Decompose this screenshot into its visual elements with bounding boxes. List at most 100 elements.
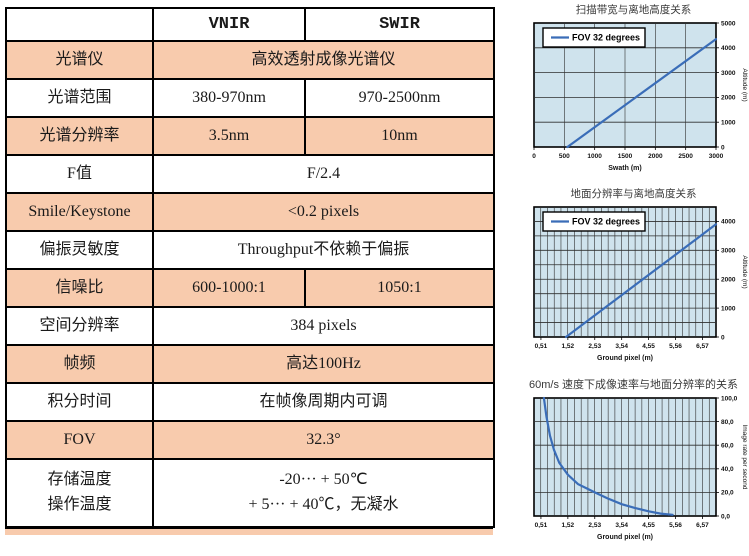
value-text: 高达100Hz bbox=[286, 354, 361, 372]
chart-canvas: 0,51 1,52 2,53 3,54 4,55 5,56 6,57 0 1000 2000 300… bbox=[533, 206, 748, 362]
chart-title: 扫描带宽与离地高度关系 bbox=[575, 4, 692, 16]
y-tick-label: 40,0 bbox=[721, 466, 734, 473]
row-label: 光谱范围 bbox=[47, 88, 112, 106]
row-label-cell: 光谱范围 bbox=[5, 78, 154, 118]
value-cell: 600-1000:1 bbox=[152, 268, 306, 308]
x-tick-label: 6,57 bbox=[696, 522, 709, 529]
row-label: 存储温度 bbox=[47, 471, 112, 489]
y-tick-label: 2000 bbox=[721, 277, 736, 284]
row-label: 光谱仪 bbox=[55, 50, 104, 68]
table-row: 光谱分辨率 3.5nm 10nm bbox=[5, 116, 495, 156]
value-cell: 高达100Hz bbox=[152, 344, 495, 384]
value-cell: -20··· + 50℃ + 5··· + 40℃，无凝水 bbox=[152, 458, 495, 528]
value-cell: 970-2500nm bbox=[304, 78, 495, 118]
x-axis-label: Swath (m) bbox=[608, 165, 641, 172]
legend-label: FOV 32 degrees bbox=[572, 217, 640, 227]
value-cell: F/2.4 bbox=[152, 154, 495, 194]
row-label: FOV bbox=[63, 430, 96, 448]
value-text: 1050:1 bbox=[377, 278, 422, 296]
row-label-cell: Smile/Keystone bbox=[5, 192, 154, 232]
x-tick-label: 4,55 bbox=[642, 522, 655, 529]
x-tick-label: 4,55 bbox=[642, 343, 655, 350]
chart-canvas: 0,51 1,52 2,53 3,54 4,55 5,56 6,57 0,0 20,0 40,0 6… bbox=[533, 395, 748, 541]
value-cell: 384 pixels bbox=[152, 306, 495, 346]
value-cell: 32.3° bbox=[152, 420, 495, 460]
x-tick-label: 5,56 bbox=[669, 522, 682, 529]
x-tick-label: 0 bbox=[532, 153, 536, 160]
row-label-cell: 空间分辨率 bbox=[5, 306, 154, 346]
value-text: Throughput不依赖于偏振 bbox=[237, 240, 410, 258]
x-tick-label: 0,51 bbox=[535, 343, 548, 350]
x-tick-label: 2000 bbox=[648, 153, 663, 160]
table-row: 积分时间 在帧像周期内可调 bbox=[5, 382, 495, 422]
value-text: -20··· + 50℃ bbox=[279, 471, 368, 489]
y-axis-label: Altitude (m) bbox=[741, 68, 748, 101]
table-row: FOV 32.3° bbox=[5, 420, 495, 460]
legend-box bbox=[542, 211, 646, 232]
row-label: 信噪比 bbox=[55, 278, 104, 296]
value-cell: 在帧像周期内可调 bbox=[152, 382, 495, 422]
x-tick-label: 2500 bbox=[678, 153, 693, 160]
value-cell: 1050:1 bbox=[304, 268, 495, 308]
row-label-cell: FOV bbox=[5, 420, 154, 460]
chart-canvas: 0 500 1000 1500 2000 2500 3000 0 1000 2000 3000 400… bbox=[532, 20, 748, 172]
y-tick-label: 60,0 bbox=[721, 443, 734, 450]
legend-box bbox=[542, 27, 646, 48]
x-tick-label: 500 bbox=[559, 153, 570, 160]
table-header-row: VNIR SWIR bbox=[5, 7, 495, 42]
value-text: 在帧像周期内可调 bbox=[259, 392, 388, 410]
row-label: 操作温度 bbox=[47, 496, 112, 513]
row-label-cell: 光谱分辨率 bbox=[5, 116, 154, 156]
x-tick-label: 3,54 bbox=[615, 343, 628, 350]
header-corner-cell bbox=[5, 7, 154, 42]
chart-swath-vs-altitude: 扫描带宽与离地高度关系 0 500 1000 1500 2000 2500 3000 0 100… bbox=[518, 2, 749, 177]
value-cell: 380-970nm bbox=[152, 78, 306, 118]
y-tick-label: 0,0 bbox=[721, 513, 730, 520]
chart-ground-pixel-vs-altitude: 地面分辨率与离地高度关系 0,51 1,52 2,53 3,54 4,55 5,56 6,5… bbox=[518, 186, 749, 367]
value-text: 3.5nm bbox=[208, 126, 250, 144]
value-text: 高效透射成像光谱仪 bbox=[251, 50, 396, 68]
y-tick-label: 3000 bbox=[721, 70, 736, 77]
x-axis-label: Ground pixel (m) bbox=[597, 534, 653, 541]
data-series-line bbox=[542, 396, 674, 516]
row-label: F值 bbox=[67, 164, 92, 182]
y-axis-label: Altitude (m) bbox=[741, 255, 748, 288]
table-row: 信噪比 600-1000:1 1050:1 bbox=[5, 268, 495, 308]
y-axis-label: Image rate per second bbox=[741, 424, 748, 489]
table-row: 光谱范围 380-970nm 970-2500nm bbox=[5, 78, 495, 118]
chart-title: 地面分辨率与离地高度关系 bbox=[570, 188, 697, 200]
value-text: 10nm bbox=[381, 126, 418, 144]
x-axis-label: Ground pixel (m) bbox=[597, 355, 653, 362]
value-text: + 5··· + 40℃，无凝水 bbox=[248, 496, 399, 513]
value-cell: Throughput不依赖于偏振 bbox=[152, 230, 495, 270]
value-cell: 3.5nm bbox=[152, 116, 306, 156]
y-tick-label: 1000 bbox=[721, 120, 736, 127]
row-label-cell: F值 bbox=[5, 154, 154, 194]
x-tick-label: 1,52 bbox=[562, 343, 575, 350]
header-vnir: VNIR bbox=[152, 7, 306, 42]
value-text: 600-1000:1 bbox=[192, 278, 266, 296]
y-tick-label: 0 bbox=[721, 144, 725, 151]
row-label-cell: 积分时间 bbox=[5, 382, 154, 422]
header-swir: SWIR bbox=[304, 7, 495, 42]
row-label-cell: 存储温度 操作温度 bbox=[5, 458, 154, 528]
x-tick-label: 3,54 bbox=[615, 522, 628, 529]
row-label-cell: 光谱仪 bbox=[5, 40, 154, 80]
y-tick-label: 1000 bbox=[721, 305, 736, 312]
value-text: 32.3° bbox=[306, 430, 341, 448]
value-text: 380-970nm bbox=[192, 88, 266, 106]
y-tick-label: 5000 bbox=[721, 20, 736, 27]
table-row: F值 F/2.4 bbox=[5, 154, 495, 194]
table-row: 存储温度操作温度 -20··· + 50℃ + 5··· + 40℃，无凝水 bbox=[5, 458, 495, 528]
value-text: <0.2 pixels bbox=[287, 202, 360, 220]
row-label: 帧频 bbox=[63, 354, 96, 372]
x-tick-label: 1,52 bbox=[562, 522, 575, 529]
value-cell: 10nm bbox=[304, 116, 495, 156]
spec-table-partial-row bbox=[5, 527, 493, 535]
x-tick-label: 6,57 bbox=[696, 343, 709, 350]
row-label-cell: 信噪比 bbox=[5, 268, 154, 308]
y-tick-label: 3000 bbox=[721, 248, 736, 255]
row-label: Smile/Keystone bbox=[28, 202, 131, 220]
row-label-cell: 帧频 bbox=[5, 344, 154, 384]
